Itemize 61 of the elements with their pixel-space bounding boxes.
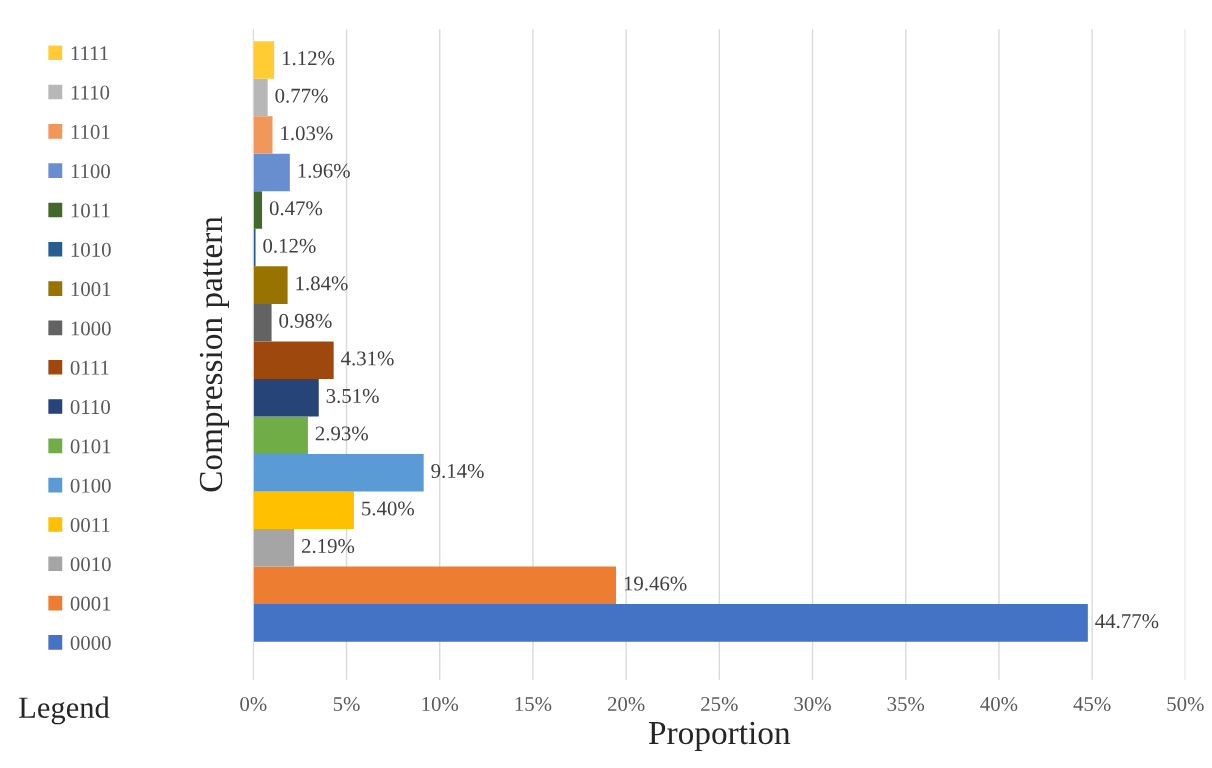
legend-label: 0011	[70, 517, 110, 533]
legend-label: 0110	[70, 400, 110, 415]
data-label: 1.12%	[282, 51, 335, 66]
data-label: 1.84%	[296, 276, 348, 291]
legend-label: 1011	[71, 203, 110, 218]
x-tick-label: 20%	[607, 696, 645, 712]
legend-label: 1100	[71, 164, 110, 179]
bar	[253, 529, 295, 567]
data-label: 4.31%	[341, 351, 394, 366]
bar	[253, 266, 288, 304]
legend-label: 0111	[70, 360, 109, 375]
data-label: 0.47%	[269, 201, 323, 216]
legend-label: 0001	[70, 596, 111, 611]
data-label: 19.46%	[624, 576, 687, 591]
bar	[253, 78, 268, 117]
data-label: 2.19%	[301, 538, 355, 554]
x-axis-title: Proportion	[648, 721, 791, 752]
bar	[253, 191, 263, 229]
x-tick-label: 15%	[515, 696, 552, 712]
text: Legend	[19, 696, 110, 725]
bar	[253, 303, 272, 342]
data-label: 2.93%	[315, 426, 368, 441]
x-tick-label: 40%	[980, 696, 1018, 712]
bar	[253, 566, 617, 605]
bar	[253, 116, 273, 154]
data-label: 44.77%	[1095, 614, 1159, 629]
legend-label: 1001	[71, 282, 111, 297]
legend-label: 0101	[70, 439, 111, 454]
bar	[253, 378, 319, 417]
legend-label: 0100	[70, 478, 111, 493]
data-label: 0.98%	[279, 313, 332, 328]
y-axis-title: Compression pattern	[199, 216, 229, 492]
legend-label: 0000	[70, 635, 111, 650]
legend-label: 1110	[71, 85, 110, 100]
x-tick-label: 45%	[1073, 696, 1111, 712]
data-label: 1.03%	[281, 126, 333, 141]
x-tick-label: 35%	[887, 696, 925, 712]
bar	[253, 454, 424, 492]
x-tick-label: 10%	[422, 696, 459, 712]
data-label: 3.51%	[326, 388, 379, 404]
bar	[253, 41, 275, 79]
data-label: 5.40%	[362, 501, 415, 516]
x-tick-label: 25%	[701, 696, 738, 712]
x-tick-label: 0%	[240, 696, 267, 712]
x-tick-label: 5%	[333, 696, 360, 712]
legend-label: 1111	[71, 46, 108, 61]
bar	[253, 341, 334, 379]
legend-label: 1000	[71, 321, 111, 336]
data-label: 9.14%	[431, 463, 484, 479]
bar	[253, 604, 1088, 642]
bar	[253, 153, 290, 192]
data-label: 0.12%	[263, 238, 316, 253]
bar	[253, 491, 354, 530]
data-label: 0.77%	[275, 88, 328, 103]
legend-label: 1010	[71, 242, 111, 257]
legend-label: 1101	[71, 124, 110, 139]
legend-label: 0010	[70, 557, 111, 572]
data-label: 1.96%	[298, 163, 350, 178]
x-tick-label: 50%	[1167, 696, 1204, 712]
x-tick-label: 30%	[794, 696, 831, 712]
bar	[253, 416, 308, 455]
